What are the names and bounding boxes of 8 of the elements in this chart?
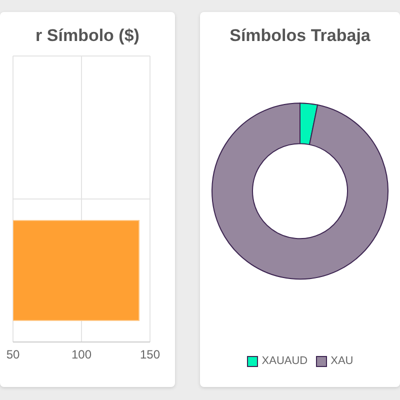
chart-title: r Símbolo ($) [34, 26, 140, 46]
legend-label: XAU [330, 355, 354, 367]
x-tick-label: 50 [6, 348, 20, 362]
x-tick-label: 150 [140, 348, 160, 362]
x-tick-label: 100 [71, 348, 92, 362]
legend-label: XAUAUD [262, 355, 308, 367]
chart-title: Símbolos Trabaja [228, 26, 372, 46]
donut-slice [212, 102, 388, 280]
